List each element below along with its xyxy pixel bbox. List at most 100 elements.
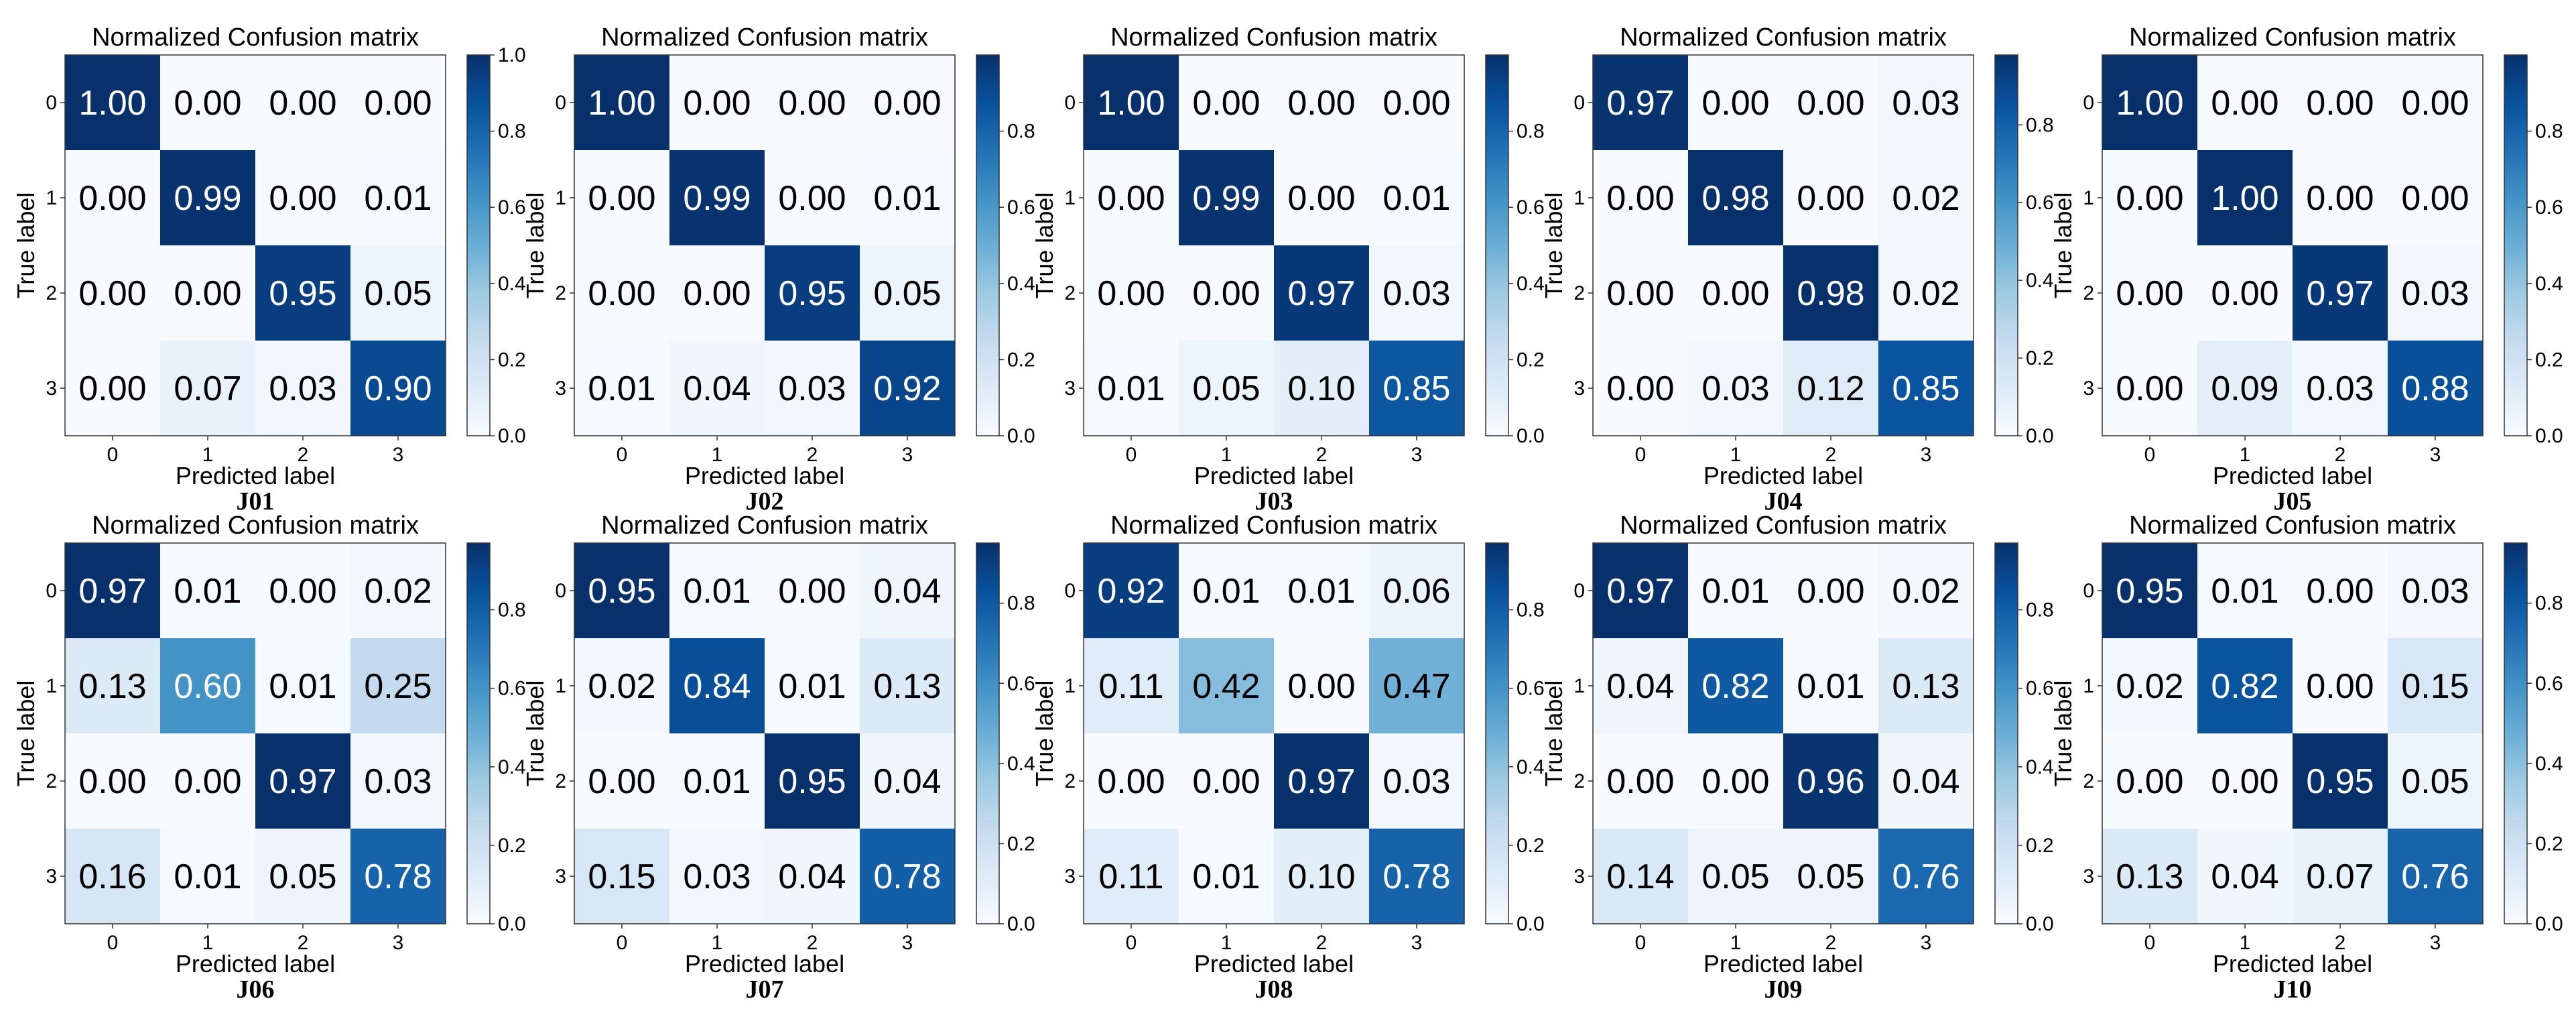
y-axis-label: True label xyxy=(1540,680,1567,787)
y-tick-label: 1 xyxy=(555,187,566,209)
cell-value-label: 0.00 xyxy=(2211,84,2278,123)
heatmap-cell xyxy=(574,829,669,924)
colorbar-tick-label: 0.6 xyxy=(1517,678,1545,700)
heatmap-cell xyxy=(2293,341,2388,436)
cell-value-label: 0.04 xyxy=(2211,857,2278,896)
colorbar xyxy=(466,54,491,436)
heatmap-cell xyxy=(1783,55,1878,150)
colorbar xyxy=(976,54,1000,436)
heatmap-cell xyxy=(255,341,350,436)
heatmap-cell xyxy=(2197,543,2293,638)
x-axis-label: Predicted label xyxy=(176,950,335,977)
cell-value-label: 0.15 xyxy=(588,857,655,896)
cell-value-label: 0.01 xyxy=(1701,572,1769,611)
cell-value-label: 0.00 xyxy=(1097,274,1165,313)
heatmap-cell xyxy=(350,150,446,245)
heatmap-cell xyxy=(1179,733,1274,829)
chart-title: Normalized Confusion matrix xyxy=(1620,23,1947,52)
heatmap-cell xyxy=(860,150,955,245)
y-tick-label: 2 xyxy=(46,770,57,792)
cell-value-label: 0.02 xyxy=(2116,667,2183,706)
x-tick-label: 0 xyxy=(1635,444,1647,466)
x-tick-label: 0 xyxy=(617,932,628,954)
panel-label: J09 xyxy=(1764,975,1803,1004)
cell-value-label: 0.00 xyxy=(683,274,751,313)
x-tick-label: 3 xyxy=(1411,932,1423,954)
heatmap-cell xyxy=(765,829,860,924)
y-tick-label: 2 xyxy=(46,282,57,304)
x-tick-label: 2 xyxy=(1825,444,1837,466)
x-tick-label: 3 xyxy=(902,444,913,466)
colorbar-tick-label: 0.0 xyxy=(1007,425,1035,447)
cell-value-label: 0.03 xyxy=(2306,369,2374,408)
heatmap-cell xyxy=(1369,638,1464,733)
heatmap-cell xyxy=(65,829,160,924)
heatmap-cell xyxy=(1274,543,1369,638)
colorbar xyxy=(1994,54,2018,436)
cell-value-label: 0.00 xyxy=(1192,274,1260,313)
y-tick-label: 0 xyxy=(555,92,566,114)
heatmap-cell xyxy=(1274,829,1369,924)
panel-label: J01 xyxy=(237,487,275,516)
x-tick-label: 0 xyxy=(2144,932,2156,954)
cell-value-label: 0.00 xyxy=(1097,179,1165,218)
heatmap-frame xyxy=(1083,542,1465,924)
y-tick-label: 3 xyxy=(2083,377,2094,400)
cell-value-label: 0.00 xyxy=(2401,84,2469,123)
cell-value-label: 0.01 xyxy=(1797,667,1864,706)
colorbar-tick-label: 0.4 xyxy=(2535,273,2563,295)
cell-value-label: 0.03 xyxy=(778,369,846,408)
cell-value-label: 0.00 xyxy=(269,179,336,218)
heatmap-cell xyxy=(1593,829,1688,924)
x-axis-label: Predicted label xyxy=(2213,950,2372,977)
heatmap-frame xyxy=(1592,542,1974,924)
heatmap-cell xyxy=(65,150,160,245)
x-tick-label: 2 xyxy=(1825,932,1837,954)
heatmap-cell xyxy=(860,638,955,733)
heatmap-cell xyxy=(765,543,860,638)
cell-value-label: 0.95 xyxy=(778,274,846,313)
cell-value-label: 0.06 xyxy=(1382,572,1450,611)
x-tick-label: 1 xyxy=(712,444,723,466)
heatmap-cell xyxy=(669,150,765,245)
cell-value-label: 0.04 xyxy=(1606,667,1674,706)
heatmap-frame xyxy=(2102,542,2484,924)
cell-value-label: 0.00 xyxy=(1797,179,1864,218)
heatmap-cell xyxy=(1878,829,1974,924)
cell-value-label: 0.97 xyxy=(1606,84,1674,123)
heatmap-cell xyxy=(574,245,669,341)
heatmap-cell xyxy=(1369,245,1464,341)
cell-value-label: 0.03 xyxy=(364,762,432,801)
cell-value-label: 0.98 xyxy=(1701,179,1769,218)
colorbar-tick-label: 0.2 xyxy=(1517,835,1545,857)
cell-value-label: 0.13 xyxy=(873,667,941,706)
y-axis-label: True label xyxy=(1540,192,1567,299)
heatmap-cell xyxy=(160,341,255,436)
y-tick-label: 3 xyxy=(1064,865,1076,888)
colorbar-tick-label: 0.0 xyxy=(1517,913,1545,935)
heatmap-cell xyxy=(1369,55,1464,150)
heatmap-cell xyxy=(574,733,669,829)
heatmap-cell xyxy=(1593,733,1688,829)
heatmap-cell xyxy=(1179,55,1274,150)
colorbar-tick-label: 0.6 xyxy=(1007,672,1035,695)
cell-value-label: 0.01 xyxy=(1192,572,1260,611)
chart-title: Normalized Confusion matrix xyxy=(92,512,419,540)
cell-value-label: 0.97 xyxy=(2306,274,2374,313)
heatmap-cell xyxy=(1179,150,1274,245)
heatmap-cell xyxy=(2102,733,2197,829)
heatmap-cell xyxy=(1274,638,1369,733)
y-axis-label: True label xyxy=(12,192,40,299)
x-tick-label: 2 xyxy=(1316,444,1328,466)
colorbar-tick-label: 0.2 xyxy=(1007,833,1035,855)
cell-value-label: 0.05 xyxy=(1797,857,1864,896)
heatmap-cell xyxy=(2102,829,2197,924)
cell-value-label: 0.00 xyxy=(2401,179,2469,218)
cell-value-label: 0.13 xyxy=(1892,667,1959,706)
heatmap-cell xyxy=(669,733,765,829)
y-tick-label: 0 xyxy=(1064,580,1076,602)
heatmap-cell xyxy=(1274,245,1369,341)
cell-value-label: 0.01 xyxy=(778,667,846,706)
x-tick-label: 3 xyxy=(1411,444,1423,466)
